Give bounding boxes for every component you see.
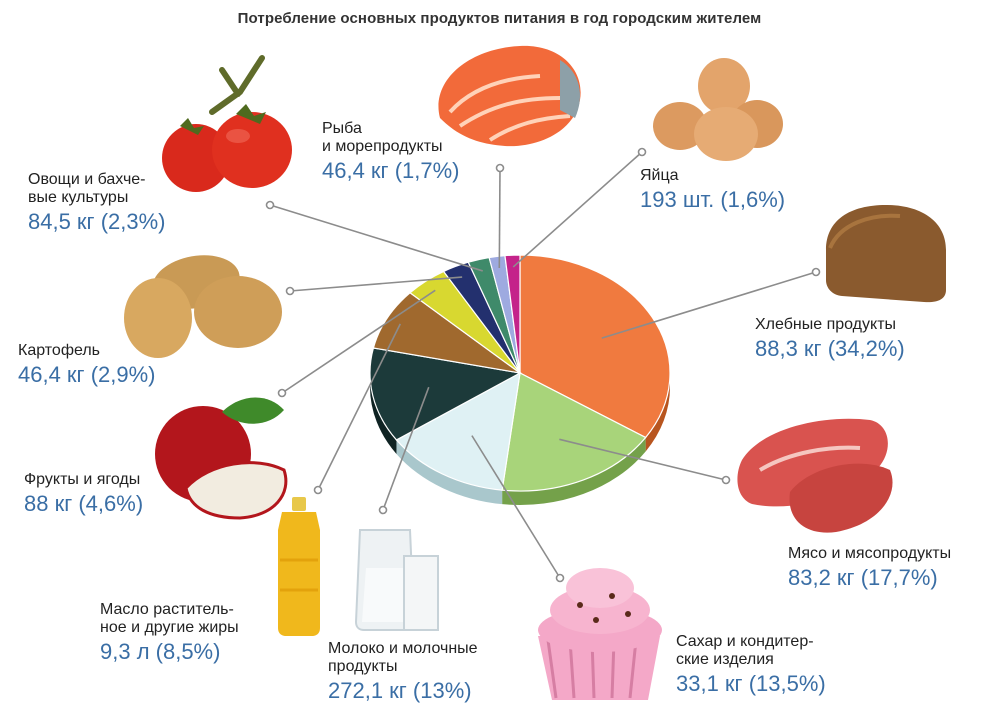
leader-line-sugar [471,435,561,579]
label-sugar-name-1: Сахар и кондитер- [676,633,814,650]
label-bread-name: Хлебные продукты [755,316,897,333]
label-bread: Хлебные продукты 88,3 кг (34,2%) [755,316,905,362]
leader-line-fish [498,167,501,269]
leader-line-bread [601,271,817,339]
leader-dot-bread [811,267,821,277]
pie-slice-sugar [395,371,521,491]
label-sugar-value: 33,1 кг (13,5%) [676,670,826,696]
tomatoes-image [162,55,292,192]
label-eggs: Яйца 193 шт. (1,6%) [640,167,785,213]
label-meat-value: 83,2 кг (17,7%) [788,564,938,590]
leader-line-vegetables [269,204,483,272]
milk-image [354,529,439,631]
label-milk-value: 272,1 кг (13%) [328,677,472,703]
pie-slice-meat [501,372,647,492]
label-fish: Рыба и морепродукты 46,4 кг (1,7%) [322,120,460,183]
potatoes-image [124,255,282,358]
pie-side-sugar [396,439,503,505]
label-eggs-name: Яйца [640,167,679,184]
label-milk-name-2: продукты [328,657,398,675]
leader-line-fruits [281,289,436,394]
leader-line-meat [559,438,727,481]
apple-image [155,397,288,520]
chart-title: Потребление основных продуктов питания в… [237,10,762,27]
label-fish-name-1: Рыба [322,120,362,137]
label-vegetables-name-2: вые культуры [28,188,129,206]
leader-line-milk [382,386,430,511]
bread-image [826,205,946,303]
label-oil-name-2: ное и другие жиры [100,618,239,636]
leader-dot-vegetables [265,200,275,210]
pie-chart [369,254,671,506]
leader-line-potato [289,276,463,292]
leader-dot-oil [313,485,323,495]
eggs-image [653,58,783,161]
leader-dot-fish [495,163,505,173]
label-bread-value: 88,3 кг (34,2%) [755,335,905,361]
label-fish-value: 46,4 кг (1,7%) [322,157,460,183]
pie-slice-milk [369,347,522,441]
oil-bottle-image [278,497,320,636]
pie-slice-eggs [504,254,521,374]
label-sugar: Сахар и кондитер- ские изделия 33,1 кг (… [676,633,826,696]
label-fish-name-2: и морепродукты [322,137,443,155]
leader-line-oil [317,323,402,491]
label-potato-name: Картофель [18,342,101,359]
leader-line-eggs [512,151,643,268]
leader-dot-potato [285,286,295,296]
label-meat-name: Мясо и мясопродукты [788,545,952,562]
label-potato-value: 46,4 кг (2,9%) [18,361,156,387]
label-oil: Масло раститель- ное и другие жиры 9,3 л… [100,601,239,664]
pie-side-bread [645,373,670,452]
pie-side-meat [502,437,646,506]
label-vegetables: Овощи и бахче- вые культуры 84,5 кг (2,3… [28,171,166,234]
label-vegetables-value: 84,5 кг (2,3%) [28,208,166,234]
label-fruits: Фрукты и ягоды 88 кг (4,6%) [24,471,143,517]
leader-lines [265,147,821,583]
label-fruits-value: 88 кг (4,6%) [24,490,144,516]
label-oil-value: 9,3 л (8,5%) [100,638,221,664]
fish-image [438,45,581,147]
label-eggs-value: 193 шт. (1,6%) [640,186,786,212]
label-milk: Молоко и молочные продукты 272,1 кг (13%… [328,640,478,703]
label-vegetables-name-1: Овощи и бахче- [28,171,146,188]
label-fruits-name: Фрукты и ягоды [24,471,141,488]
label-sugar-name-2: ские изделия [676,650,774,668]
label-potato: Картофель 46,4 кг (2,9%) [18,342,156,388]
pie-side-milk [370,373,397,454]
meat-image [737,418,893,533]
leader-dot-milk [378,505,388,515]
label-meat: Мясо и мясопродукты 83,2 кг (17,7%) [788,545,951,591]
label-oil-name-1: Масло раститель- [100,601,234,618]
leader-dot-fruits [277,388,287,398]
leader-dot-sugar [555,573,565,583]
leader-dot-eggs [637,147,647,157]
leader-dot-meat [721,475,731,485]
label-milk-name-1: Молоко и молочные [328,640,478,657]
cupcake-image [538,568,662,700]
